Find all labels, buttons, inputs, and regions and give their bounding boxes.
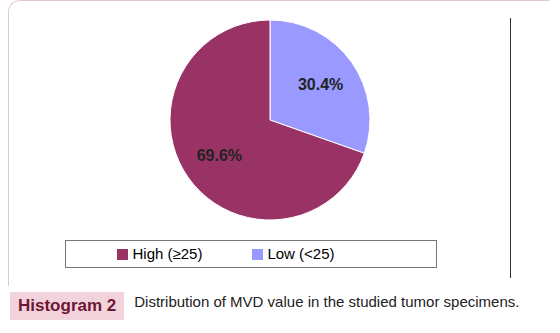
html-text:Histogram 2: Histogram 2	[18, 296, 117, 315]
svg-text:69.6%: 69.6%	[197, 147, 242, 164]
svg-text:30.4%: 30.4%	[298, 76, 343, 93]
html-text:Low (<25): Low (<25)	[267, 245, 335, 262]
html-text:Distribution of MVD value in t: Distribution of MVD value in the studied…	[134, 293, 520, 310]
html-text:High (≥25): High (≥25)	[132, 245, 203, 262]
